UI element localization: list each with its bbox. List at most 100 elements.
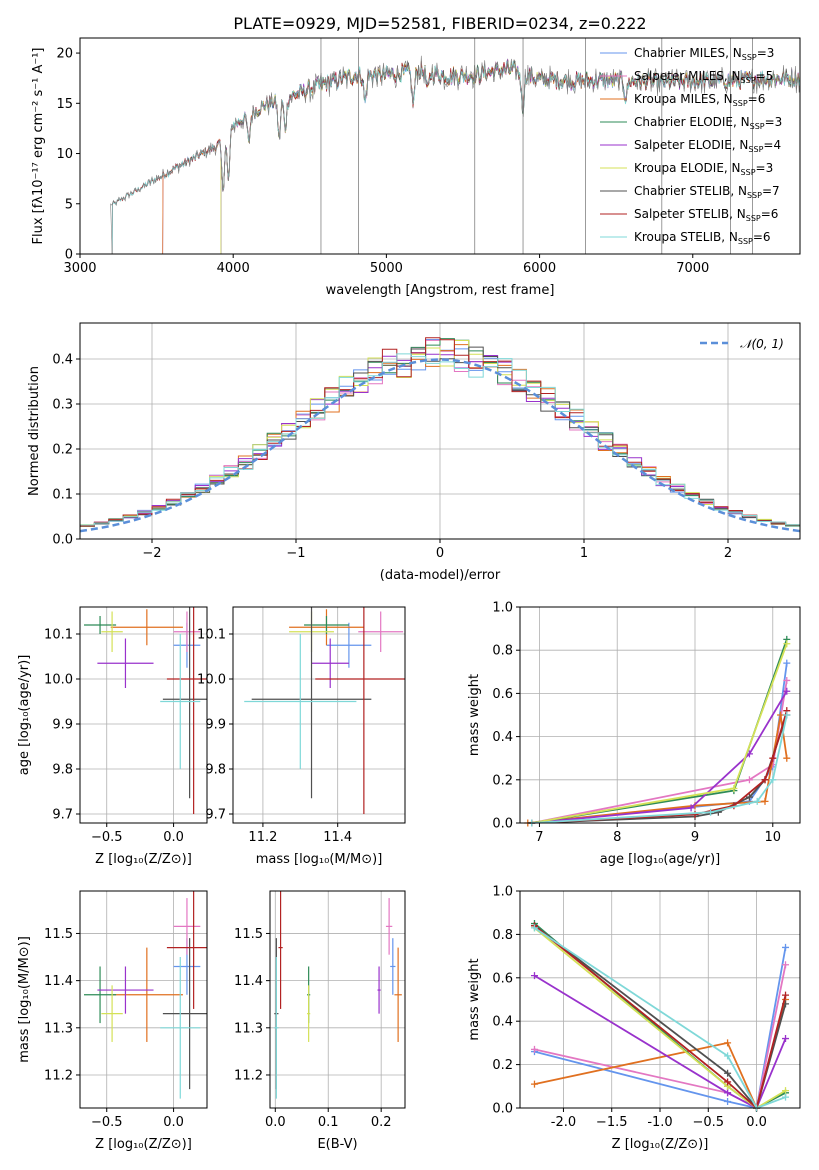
weight-marker [769,776,777,784]
y-tick-label: 0.1 [52,488,73,503]
weight-marker [687,804,695,812]
residuals-axes: −2 −1 0 1 2 0.0 0.1 0.2 0.3 0.4 [52,323,800,561]
spectrum-xlabel: wavelength [Angstrom, rest frame] [326,283,555,298]
legend-value: =6 [748,92,766,106]
figure-title: PLATE=0929, MJD=52581, FIBERID=0234, z=0… [233,14,646,33]
gaussian-curve [80,358,800,533]
spectrum-data-line [110,55,800,254]
weight_vs_Z-frame [519,890,801,1109]
weight-marker [707,808,715,816]
y-tick-label: 0.4 [52,353,73,368]
weight-line [531,690,788,823]
weight-marker [745,793,753,801]
y-tick-label: 0.8 [492,644,513,659]
weight-marker [782,1035,790,1043]
weight-marker [783,676,791,684]
weight-marker [782,943,790,951]
x-tick-label: −0.5 [91,1115,123,1130]
weight-marker [761,776,769,784]
weight-line [531,714,788,823]
weight-marker [724,1097,732,1105]
weight-line [534,927,786,1108]
weight-marker [783,640,791,648]
weight-marker [783,687,791,695]
x-tick-label: 6000 [523,261,556,276]
weight_vs_Z-axes: -2.0 −1.5 -1.0 −0.5 0.0 0.0 0.2 0.4 0.6 0.8 1.0 [492,885,800,1130]
spectrum-series-line [111,60,800,254]
x-tick-label: 7000 [676,261,709,276]
weight-marker [777,711,785,719]
x-tick-label: −1.5 [596,1115,628,1130]
y-tick-label: 10.1 [197,628,226,643]
legend-value: =6 [753,230,771,244]
legend-subscript: SSP [746,214,761,223]
age_vs_mass-xlabel: mass [log₁₀(M/M⊙)] [256,852,383,867]
age_vs_Z-ylabel: age [log₁₀(age/yr)] [17,655,32,776]
x-tick-label: 0.1 [318,1115,339,1130]
weight-marker [730,784,738,792]
x-tick-label: -2.0 [551,1115,576,1130]
legend-entry: 𝒩(0, 1) [740,337,784,351]
age_vs_Z-xlabel: Z [log₁₀(Z/Z⊙)] [95,852,192,867]
weight-marker [783,659,791,667]
legend-subscript: SSP [747,191,762,200]
weight-marker [782,1087,790,1095]
y-tick-label: 10.0 [44,673,73,688]
y-tick-label: 1.0 [492,885,513,900]
age_vs_Z-axes: −0.5 0.0 9.7 9.8 9.9 10.0 10.1 [44,607,207,845]
y-tick-label: 11.5 [234,927,263,942]
legend-subscript: SSP [748,145,763,154]
weight-line [534,974,787,1108]
legend-entry: Salpeter MILES, NSSP=5 [634,69,773,85]
x-tick-label: 11.2 [248,830,277,845]
x-tick-label: 2 [724,546,732,561]
weight-line [534,947,787,1108]
legend-entry: Kroupa ELODIE, NSSP=3 [634,161,773,177]
mass_vs_Z-ylabel: mass [log₁₀(M/M⊙)] [17,936,32,1063]
x-tick-label: 0.0 [265,1115,286,1130]
legend-entry: Salpeter ELODIE, NSSP=4 [634,138,781,154]
x-tick-label: 11.4 [323,830,352,845]
age_vs_mass-frame [232,606,406,824]
legend-entry: Kroupa STELIB, NSSP=6 [634,230,771,246]
weight-line [533,925,787,1108]
y-tick-label: 0.0 [492,817,513,832]
y-tick-label: 0.6 [492,971,513,986]
weight_vs_age-ylabel: mass weight [467,674,482,756]
weight-marker [691,810,699,818]
y-tick-label: 0.6 [492,687,513,702]
y-tick-label: 11.5 [44,927,73,942]
y-tick-label: 10.0 [197,673,226,688]
y-tick-label: 20 [56,47,73,62]
legend-subscript: SSP [741,76,756,85]
x-tick-label: 0.0 [163,830,184,845]
x-tick-label: 8 [613,830,621,845]
legend-entry: Chabrier ELODIE, NSSP=3 [634,115,782,131]
x-tick-label: 0.2 [371,1115,392,1130]
spectrum-series-line [111,60,800,254]
weight-line [531,710,788,823]
legend-subscript: SSP [738,237,753,246]
mass_vs_Z-frame [79,890,208,1109]
x-tick-label: 0.0 [746,1115,767,1130]
legend-subscript: SSP [750,122,765,131]
x-tick-label: 7 [535,830,543,845]
weight-line [531,639,788,823]
y-tick-label: 0 [65,248,73,263]
weight-marker [530,1045,538,1053]
x-tick-label: 5000 [370,261,403,276]
y-tick-label: 9.7 [52,808,73,823]
x-tick-label: −1 [286,546,305,561]
weight-line [531,643,788,823]
mass_vs_Z-xlabel: Z [log₁₀(Z/Z⊙)] [95,1137,192,1152]
y-tick-label: 0.3 [52,398,73,413]
weight-line [531,714,788,823]
x-tick-label: 10 [765,830,782,845]
weight-marker [724,1069,732,1077]
x-tick-label: −0.5 [91,830,123,845]
y-tick-label: 5 [65,197,73,212]
y-tick-label: 9.7 [205,808,226,823]
weight-line [533,924,787,1108]
legend-subscript: SSP [741,168,756,177]
